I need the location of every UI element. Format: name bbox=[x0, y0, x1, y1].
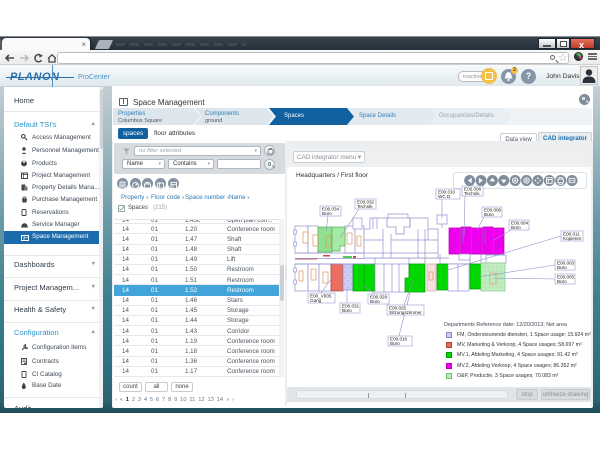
svg-text:Büro: Büro bbox=[484, 212, 494, 217]
svg-text:E00.031: E00.031 bbox=[342, 303, 360, 308]
svg-text:E00.010: E00.010 bbox=[438, 189, 456, 194]
svg-text:Büro: Büro bbox=[557, 279, 567, 284]
svg-text:E00.011: E00.011 bbox=[563, 231, 580, 236]
svg-text:E00.029: E00.029 bbox=[370, 294, 388, 299]
svg-text:E00.016: E00.016 bbox=[390, 336, 408, 341]
svg-text:Gang: Gang bbox=[310, 298, 322, 303]
svg-text:Kopieren: Kopieren bbox=[563, 236, 582, 241]
svg-text:Büro: Büro bbox=[557, 265, 567, 270]
svg-text:E00.003: E00.003 bbox=[557, 260, 575, 265]
svg-text:E00.005: E00.005 bbox=[557, 274, 575, 279]
svg-text:Technik: Technik bbox=[464, 191, 480, 196]
svg-text:Büro: Büro bbox=[390, 341, 400, 346]
svg-text:E00.025: E00.025 bbox=[389, 305, 407, 310]
svg-text:Technik: Technik bbox=[357, 204, 373, 209]
svg-text:E00.006: E00.006 bbox=[484, 207, 502, 212]
svg-text:Sitzungszimmer: Sitzungszimmer bbox=[389, 310, 422, 315]
svg-text:E00_V005: E00_V005 bbox=[310, 293, 332, 298]
svg-text:WC D: WC D bbox=[438, 194, 451, 199]
svg-text:Büro: Büro bbox=[370, 299, 380, 304]
svg-text:Büro: Büro bbox=[342, 308, 352, 313]
svg-text:E00.034: E00.034 bbox=[322, 206, 340, 211]
svg-text:Büro: Büro bbox=[511, 225, 521, 230]
svg-text:E00.004: E00.004 bbox=[511, 220, 529, 225]
svg-text:Büro: Büro bbox=[322, 211, 332, 216]
svg-text:E00.008: E00.008 bbox=[464, 186, 482, 191]
svg-text:E00.032: E00.032 bbox=[357, 199, 375, 204]
